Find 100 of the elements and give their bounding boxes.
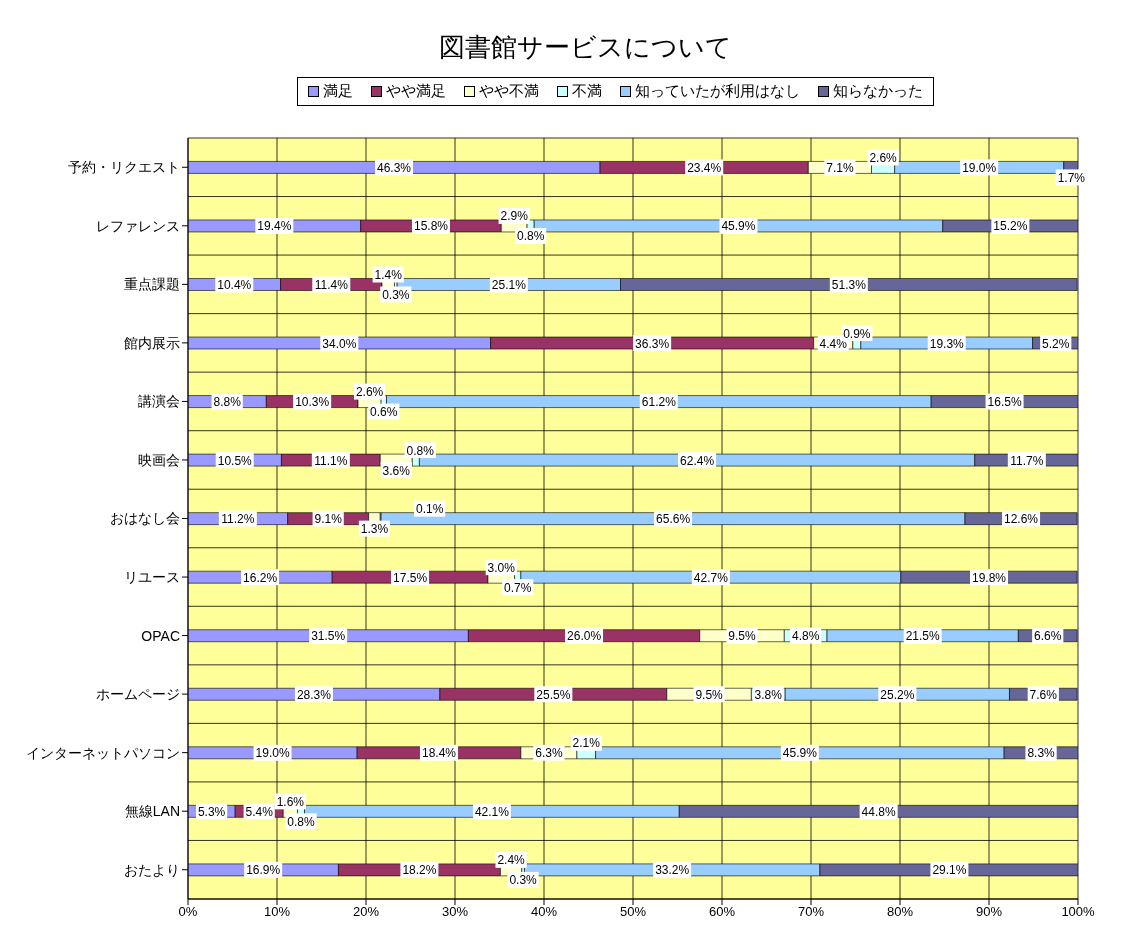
data-label: 3.0% — [487, 560, 516, 575]
data-label: 0.8% — [516, 229, 545, 244]
data-label: 62.4% — [680, 453, 715, 468]
x-tick-label: 20% — [352, 904, 380, 920]
legend-label: 知っていたが利用はなし — [635, 82, 800, 101]
data-label: 36.3% — [635, 336, 670, 351]
y-tick-label: レファレンス — [96, 217, 180, 234]
data-label: 0.7% — [504, 580, 532, 595]
data-label: 0.1% — [415, 502, 444, 517]
y-tick-label: OPAC — [141, 627, 180, 644]
data-label: 44.8% — [861, 804, 896, 819]
x-tick-label: 40% — [530, 904, 558, 920]
data-label: 45.9% — [782, 746, 818, 761]
data-label: 8.3% — [1027, 746, 1056, 761]
data-label: 26.0% — [567, 629, 602, 644]
data-label: 34.0% — [322, 336, 357, 351]
data-label: 11.2% — [221, 512, 255, 527]
x-tick-label: 10% — [263, 904, 291, 920]
data-label: 12.6% — [1004, 512, 1039, 527]
data-label: 9.1% — [314, 512, 343, 527]
data-label: 1.7% — [1057, 170, 1086, 185]
data-label: 2.9% — [500, 209, 529, 224]
data-label: 15.2% — [993, 219, 1028, 234]
data-label: 3.6% — [382, 463, 411, 478]
data-label: 11.7% — [1010, 453, 1044, 468]
legend-label: 不満 — [572, 82, 602, 101]
data-label: 0.8% — [287, 814, 316, 829]
data-label: 51.3% — [831, 277, 867, 292]
y-tick-label: リユース — [124, 569, 180, 586]
x-tick-label: 30% — [441, 904, 469, 920]
y-tick-label: 予約・リクエスト — [68, 159, 180, 176]
data-label: 21.5% — [905, 629, 941, 644]
data-label: 2.6% — [869, 150, 898, 165]
legend-label: 満足 — [323, 82, 353, 101]
data-label: 9.5% — [728, 629, 757, 644]
data-label: 4.8% — [791, 629, 820, 644]
y-tick-label: おはなし会 — [110, 510, 180, 527]
data-label: 19.4% — [257, 219, 292, 234]
x-tick-label: 100% — [1061, 904, 1096, 920]
data-label: 25.2% — [880, 687, 915, 702]
data-label: 42.1% — [474, 804, 510, 819]
data-label: 19.3% — [929, 336, 965, 351]
y-tick-label: 映画会 — [138, 451, 180, 468]
x-tick-label: 70% — [797, 904, 825, 920]
data-label: 1.6% — [276, 794, 305, 809]
legend-label: 知らなかった — [833, 82, 923, 101]
data-label: 19.0% — [255, 746, 290, 761]
data-label: 10.3% — [295, 395, 330, 410]
data-label: 19.0% — [962, 160, 997, 175]
data-label: 2.4% — [497, 853, 526, 868]
data-label: 19.8% — [971, 570, 1007, 585]
legend-label: やや満足 — [386, 82, 446, 101]
data-label: 0.8% — [406, 443, 435, 458]
data-label: 33.2% — [655, 863, 690, 878]
y-tick-label: おたより — [124, 861, 180, 878]
data-label: 25.1% — [491, 277, 527, 292]
data-label: 1.3% — [360, 522, 389, 537]
data-label: 1.4% — [374, 267, 403, 282]
data-label: 11.4% — [314, 277, 349, 292]
y-tick-label: 講演会 — [138, 393, 180, 410]
data-label: 31.5% — [311, 629, 346, 644]
x-tick-label: 90% — [975, 904, 1003, 920]
data-label: 23.4% — [687, 160, 722, 175]
data-label: 3.8% — [754, 687, 783, 702]
data-label: 25.5% — [536, 687, 571, 702]
x-tick-label: 0% — [178, 904, 198, 920]
data-label: 15.8% — [413, 219, 449, 234]
data-label: 8.8% — [213, 395, 242, 410]
data-label: 5.4% — [245, 804, 274, 819]
y-tick-label: 無線LAN — [124, 803, 180, 820]
y-tick-label: 重点課題 — [124, 276, 180, 293]
data-label: 16.2% — [243, 570, 278, 585]
legend-label: やや不満 — [479, 82, 539, 101]
data-label: 16.9% — [246, 863, 281, 878]
data-label: 45.9% — [721, 219, 756, 234]
data-label: 6.6% — [1034, 629, 1062, 644]
data-label: 9.5% — [695, 687, 724, 702]
data-label: 5.3% — [197, 804, 226, 819]
data-label: 2.1% — [572, 736, 601, 751]
data-label: 5.2% — [1042, 336, 1070, 351]
data-label: 0.3% — [509, 873, 538, 888]
data-label: 10.5% — [217, 453, 253, 468]
y-tick-label: ホームページ — [96, 686, 180, 703]
x-tick-label: 80% — [886, 904, 914, 920]
data-label: 11.1% — [314, 453, 348, 468]
data-label: 28.3% — [296, 687, 332, 702]
data-label: 6.3% — [535, 746, 563, 761]
y-tick-label: 館内展示 — [124, 334, 180, 351]
data-label: 61.2% — [641, 395, 677, 410]
data-label: 0.9% — [843, 326, 871, 341]
y-tick-label: インターネットパソコン — [26, 744, 180, 761]
data-label: 16.5% — [987, 395, 1022, 410]
data-label: 18.4% — [421, 746, 457, 761]
data-label: 2.6% — [355, 385, 384, 400]
x-tick-label: 60% — [708, 904, 736, 920]
data-label: 0.3% — [382, 287, 410, 302]
data-label: 46.3% — [377, 160, 412, 175]
x-tick-label: 50% — [619, 904, 647, 920]
data-label: 7.6% — [1029, 687, 1058, 702]
data-label: 65.6% — [656, 512, 691, 527]
